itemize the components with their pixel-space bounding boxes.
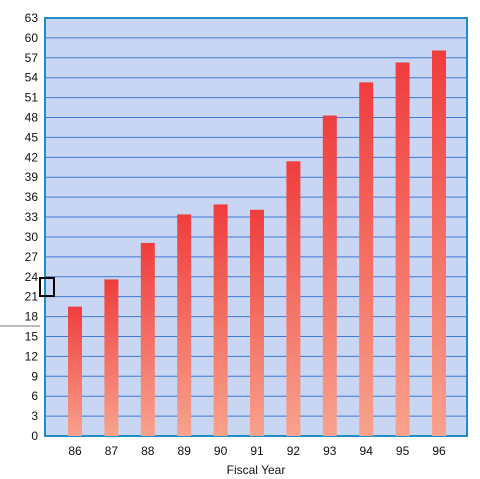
bar-95 — [395, 62, 410, 436]
bar-96 — [432, 50, 446, 437]
bar-87 — [104, 279, 119, 436]
bar-93 — [322, 115, 337, 437]
bar-91 — [250, 209, 264, 436]
x-tick-label: 90 — [214, 444, 228, 458]
y-tick-label: 3 — [31, 409, 38, 423]
x-tick-label: 91 — [250, 444, 264, 458]
y-tick-label: 57 — [25, 51, 39, 65]
x-tick-label: 93 — [323, 444, 337, 458]
y-tick-label: 15 — [25, 329, 39, 343]
y-tick-label: 60 — [25, 31, 39, 45]
y-tick-label: 63 — [25, 11, 39, 25]
bar-86 — [68, 306, 82, 436]
y-tick-label: 0 — [31, 429, 38, 443]
bar-88 — [140, 242, 155, 436]
y-tick-label: 33 — [25, 210, 39, 224]
x-tick-label: 87 — [105, 444, 119, 458]
y-tick-label: 27 — [25, 250, 39, 264]
x-tick-label: 88 — [141, 444, 155, 458]
y-tick-label: 54 — [25, 71, 39, 85]
bar-89 — [177, 214, 192, 436]
x-tick-label: 86 — [68, 444, 82, 458]
y-tick-label: 48 — [25, 111, 39, 125]
y-tick-label: 6 — [31, 389, 38, 403]
x-axis: 86 87 88 89 90 91 92 93 94 95 96 — [68, 444, 446, 458]
y-tick-label: 42 — [25, 150, 39, 164]
y-tick-label: 45 — [25, 130, 39, 144]
bar-92 — [286, 161, 301, 437]
y-tick-label: 12 — [25, 349, 39, 363]
bar-series — [68, 50, 446, 437]
x-tick-label: 94 — [360, 444, 374, 458]
y-tick-label: 9 — [31, 369, 38, 383]
y-tick-label: 39 — [25, 170, 39, 184]
y-tick-label: 21 — [25, 290, 39, 304]
x-tick-label: 89 — [178, 444, 192, 458]
bar-94 — [359, 82, 374, 436]
x-tick-label: 95 — [396, 444, 410, 458]
marker-square — [39, 277, 55, 297]
x-axis-title: Fiscal Year — [227, 463, 286, 477]
y-tick-label: 36 — [25, 190, 39, 204]
bar-90 — [213, 204, 228, 436]
y-tick-label: 51 — [25, 91, 39, 105]
x-tick-label: 96 — [432, 444, 446, 458]
y-tick-label: 30 — [25, 230, 39, 244]
y-tick-label: 24 — [25, 270, 39, 284]
y-tick-label: 18 — [25, 310, 39, 324]
x-tick-label: 92 — [287, 444, 301, 458]
